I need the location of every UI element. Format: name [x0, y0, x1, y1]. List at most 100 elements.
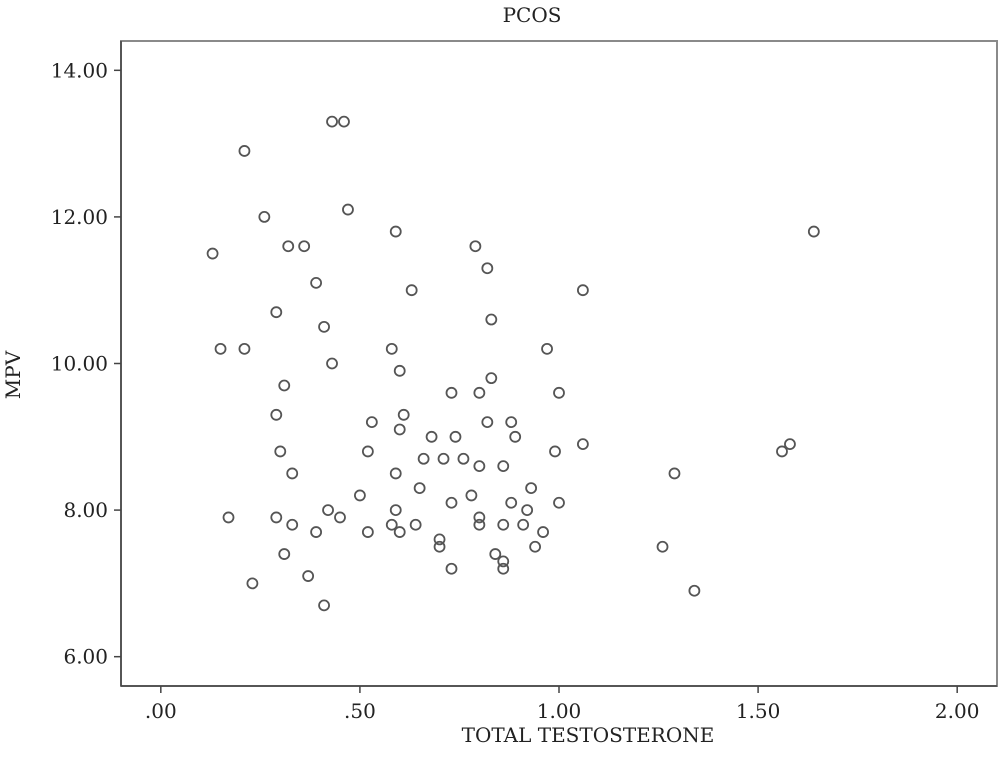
data-point	[485, 313, 498, 326]
data-point	[326, 357, 338, 370]
data-point	[497, 562, 510, 575]
data-point	[393, 364, 406, 377]
data-point	[656, 540, 669, 553]
data-point	[286, 518, 299, 531]
data-point	[437, 452, 450, 465]
data-point	[517, 518, 530, 531]
data-point	[489, 548, 502, 560]
data-point	[784, 438, 796, 451]
data-point	[481, 262, 494, 275]
x-tick-label: .00	[145, 699, 177, 723]
data-point	[270, 408, 283, 421]
x-axis-title: TOTAL TESTOSTERONE	[462, 723, 715, 747]
data-point	[270, 511, 283, 524]
data-point	[214, 342, 227, 355]
data-point	[278, 548, 291, 560]
data-point	[238, 342, 251, 355]
data-point	[318, 320, 330, 333]
y-tick-label: 8.00	[63, 498, 108, 522]
data-point	[393, 526, 406, 538]
data-point	[541, 342, 553, 355]
data-point	[393, 423, 406, 436]
data-point	[286, 467, 299, 480]
data-point	[222, 511, 235, 524]
data-point	[365, 416, 378, 429]
data-point	[278, 379, 291, 392]
y-tick-label: 6.00	[63, 645, 108, 669]
data-point	[433, 533, 446, 546]
data-point	[338, 115, 350, 128]
data-point	[246, 577, 259, 590]
data-point	[668, 467, 681, 480]
data-point	[537, 526, 549, 538]
data-point	[361, 445, 374, 458]
data-point	[473, 511, 486, 524]
data-point	[509, 430, 522, 443]
x-tick-label: 2.00	[935, 699, 980, 723]
data-point	[497, 518, 510, 531]
data-point	[449, 430, 462, 443]
x-tick-label: 1.50	[736, 699, 781, 723]
data-point	[318, 599, 330, 612]
data-point	[469, 240, 482, 253]
data-point	[389, 504, 402, 516]
data-point	[397, 408, 410, 421]
data-point	[258, 211, 271, 223]
data-point	[425, 430, 438, 443]
data-point	[553, 386, 565, 399]
data-point	[481, 416, 494, 429]
data-point	[473, 518, 486, 531]
data-point	[274, 445, 287, 458]
data-point	[342, 203, 354, 216]
data-point	[445, 562, 458, 575]
data-point	[361, 526, 374, 538]
data-point	[688, 584, 701, 597]
data-point	[389, 467, 402, 480]
x-tick-label: .50	[344, 699, 376, 723]
data-point	[409, 518, 422, 531]
data-point	[473, 386, 486, 399]
x-tick-label: 1.00	[537, 699, 582, 723]
data-point	[417, 452, 430, 465]
data-point	[385, 342, 398, 355]
data-point	[282, 240, 295, 253]
data-point	[206, 247, 219, 260]
data-point	[238, 145, 251, 157]
y-tick-label: 10.00	[51, 352, 108, 376]
data-point	[270, 306, 283, 319]
data-point	[302, 570, 315, 582]
data-point	[354, 489, 366, 502]
data-point	[322, 504, 334, 516]
data-point	[405, 284, 418, 297]
y-axis-ticks: 6.00 8.00 10.00 12.00 14.00	[51, 58, 121, 669]
data-point	[334, 511, 346, 524]
data-point	[529, 540, 542, 553]
chart-title: PCOS	[503, 3, 562, 27]
data-point	[298, 240, 311, 253]
data-point	[310, 526, 323, 538]
data-point	[485, 372, 498, 385]
data-point	[310, 276, 323, 289]
data-point	[473, 460, 486, 473]
data-point	[549, 445, 561, 458]
y-tick-label: 12.00	[51, 205, 108, 229]
data-point	[385, 518, 398, 531]
data-point	[433, 540, 446, 553]
data-point	[413, 482, 426, 495]
data-point	[776, 445, 788, 458]
data-point	[445, 496, 458, 509]
y-tick-label: 14.00	[51, 58, 108, 82]
data-point	[505, 496, 518, 509]
data-point	[525, 482, 538, 495]
data-point	[457, 452, 470, 465]
data-point	[497, 460, 510, 473]
data-point	[576, 438, 589, 451]
data-point	[445, 386, 458, 399]
data-points	[206, 115, 820, 612]
data-point	[326, 115, 338, 128]
data-point	[465, 489, 478, 502]
data-point	[807, 225, 820, 238]
data-point	[497, 555, 510, 568]
y-axis-title: MPV	[1, 350, 25, 399]
